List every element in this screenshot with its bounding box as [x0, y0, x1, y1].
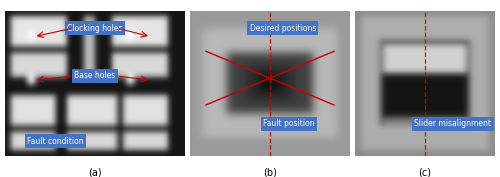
Text: (b): (b)	[263, 167, 277, 177]
Text: Clocking holes: Clocking holes	[67, 24, 123, 33]
Text: Desired positions: Desired positions	[250, 24, 316, 33]
Text: (a): (a)	[88, 167, 102, 177]
Text: Base holes: Base holes	[74, 72, 116, 80]
Text: Slider misalignment: Slider misalignment	[414, 119, 492, 128]
Text: Fault position: Fault position	[264, 119, 315, 128]
Text: (c): (c)	[418, 167, 432, 177]
Text: Fault condition: Fault condition	[27, 137, 84, 146]
